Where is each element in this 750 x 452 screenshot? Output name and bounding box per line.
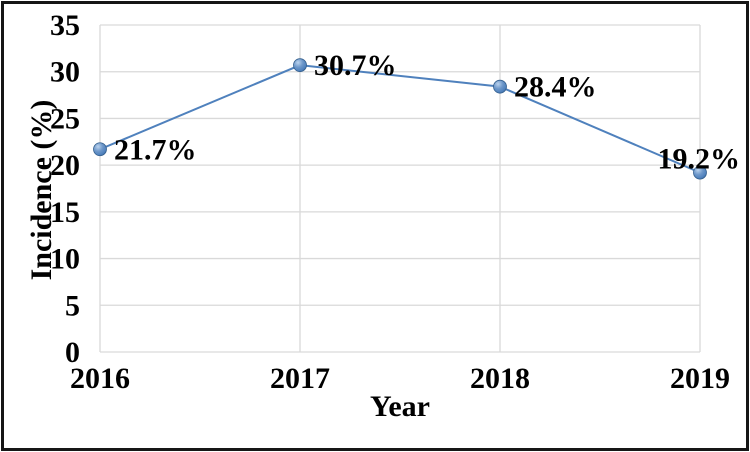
data-point-label: 19.2% bbox=[658, 143, 741, 176]
data-point-marker bbox=[493, 79, 507, 94]
x-tick-label: 2017 bbox=[270, 362, 330, 395]
y-tick-label: 30 bbox=[50, 56, 80, 89]
x-tick-label: 2018 bbox=[470, 362, 530, 395]
y-tick-label: 35 bbox=[50, 9, 80, 42]
y-tick-label: 25 bbox=[50, 102, 80, 135]
x-tick-label: 2016 bbox=[70, 362, 130, 395]
data-point-marker bbox=[293, 58, 307, 73]
data-point-marker bbox=[93, 142, 107, 157]
x-axis-title: Year bbox=[370, 390, 430, 423]
data-point-label: 28.4% bbox=[514, 71, 597, 104]
y-tick-label: 20 bbox=[50, 149, 80, 182]
x-tick-label: 2019 bbox=[670, 362, 730, 395]
y-tick-label: 0 bbox=[65, 336, 80, 369]
data-point-label: 21.7% bbox=[114, 133, 197, 166]
data-point-marker bbox=[693, 165, 707, 180]
y-tick-label: 15 bbox=[50, 196, 80, 229]
data-point-label: 30.7% bbox=[314, 49, 397, 82]
y-axis-title: Incidence (%) bbox=[25, 99, 58, 281]
series-line bbox=[99, 64, 701, 174]
y-tick-label: 5 bbox=[65, 289, 80, 322]
y-tick-label: 10 bbox=[50, 243, 80, 276]
